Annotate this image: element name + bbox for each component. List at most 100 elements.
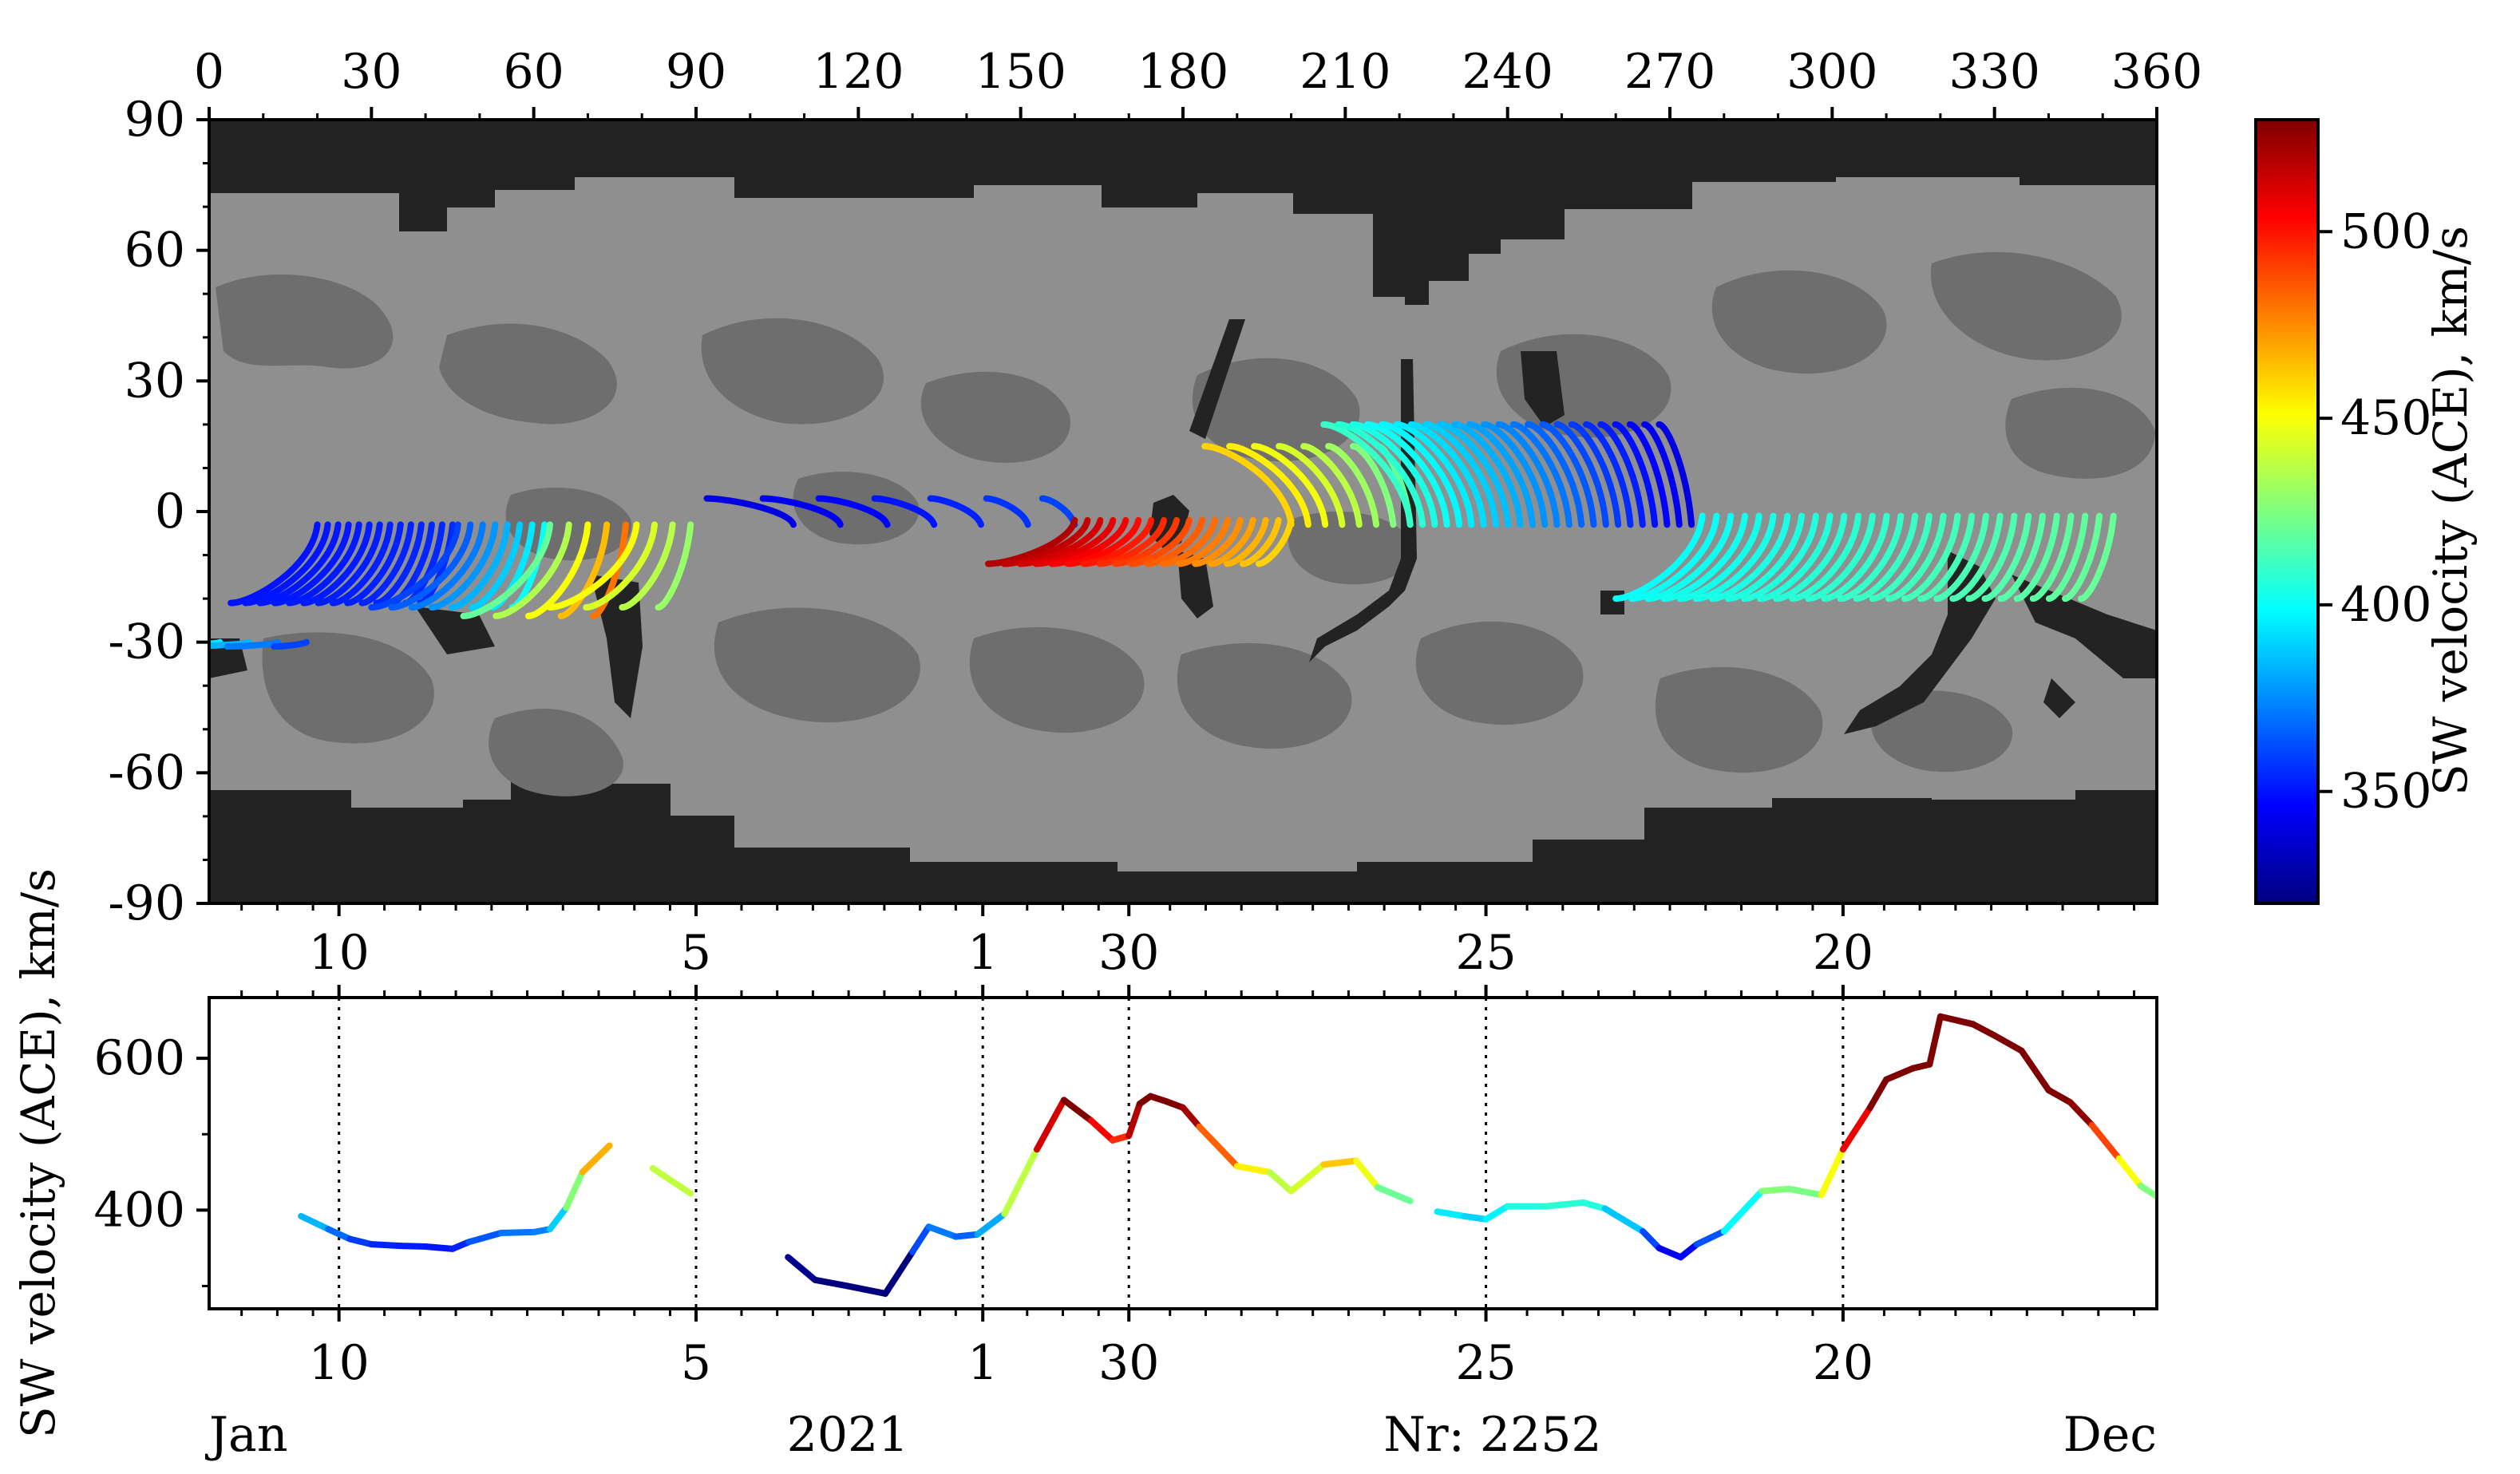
field-line <box>1112 516 1181 567</box>
field-line <box>469 521 524 611</box>
colorbar-tick-label: 350 <box>2340 764 2432 820</box>
field-line <box>1933 512 1989 603</box>
velocity-segment <box>1001 1146 1040 1218</box>
field-line <box>1539 421 1597 528</box>
colorbar-frame <box>2254 118 2320 905</box>
velocity-segment <box>1461 1212 1489 1223</box>
field-line <box>1612 421 1659 528</box>
timeseries-ylabel: SW velocity (ACE), km/s <box>11 868 65 1438</box>
timeseries-bottom-tick-label: 5 <box>681 1335 711 1391</box>
velocity-segment <box>1087 1117 1116 1144</box>
field-line <box>286 521 362 607</box>
colorbar-tick-label: 450 <box>2340 390 2432 446</box>
field-line <box>1407 421 1487 528</box>
field-line <box>524 521 591 619</box>
field-line <box>1660 512 1748 603</box>
field-line <box>1917 512 1976 603</box>
map-x-tick-label: 270 <box>1624 44 1716 100</box>
map-y-tick-label: -30 <box>108 614 185 670</box>
velocity-segment <box>925 1223 959 1240</box>
field-line <box>1553 421 1609 528</box>
velocity-segment <box>563 1168 586 1211</box>
field-line <box>1853 512 1919 603</box>
velocity-segment <box>1656 1244 1684 1261</box>
field-line <box>1192 516 1244 567</box>
field-line <box>358 521 414 607</box>
field-line <box>493 521 572 619</box>
timeseries-bottom-tick-label: 20 <box>1813 1335 1873 1391</box>
velocity-segment <box>1786 1185 1825 1199</box>
map-x-tick-label: 180 <box>1137 44 1229 100</box>
velocity-segment <box>1375 1184 1414 1204</box>
velocity-segment <box>952 1231 981 1240</box>
field-line <box>1000 516 1091 567</box>
field-line <box>583 521 659 611</box>
velocity-timeseries-panel: 10 5 1 30 25 20 600 400 SW velocity (ACE), km/… <box>11 868 2158 1463</box>
field-line <box>2062 512 2103 603</box>
field-line <box>1080 516 1155 567</box>
field-line <box>1981 512 2032 603</box>
map-x-tick-label: 240 <box>1462 44 1553 100</box>
field-line <box>1568 421 1622 528</box>
map-x-tick-label: 330 <box>1948 44 2040 100</box>
velocity-segment <box>1434 1208 1468 1219</box>
field-line <box>815 495 891 528</box>
map-y-tick-label: 30 <box>125 353 185 409</box>
field-line <box>1757 512 1834 603</box>
field-line <box>1949 512 2004 603</box>
field-line <box>1641 421 1683 528</box>
field-line <box>1422 421 1499 528</box>
field-line <box>2013 512 2060 603</box>
map-x-tick-label: 90 <box>666 44 726 100</box>
velocity-segment <box>785 1254 819 1283</box>
annotation-rotation-number: Nr: 2252 <box>1383 1407 1601 1463</box>
map-date-axis: 10 5 1 30 25 20 <box>240 903 2136 981</box>
colorbar-ticks: 350 450 500 400 <box>2318 204 2432 820</box>
colorbar-label: SW velocity (ACE), km/s <box>2423 226 2478 796</box>
velocity-segment <box>1926 1013 1944 1068</box>
annotation-dec: Dec <box>2063 1407 2157 1463</box>
velocity-segment <box>2067 1099 2095 1128</box>
field-line <box>1393 421 1475 528</box>
field-line <box>1644 512 1735 603</box>
velocity-segment <box>1542 1199 1587 1210</box>
field-line <box>408 521 486 611</box>
field-line <box>1451 421 1524 528</box>
field-line <box>1349 421 1438 528</box>
velocity-segment <box>1482 1203 1511 1223</box>
timeseries-frame <box>208 996 2158 1310</box>
timeseries-y-tick-label: 600 <box>93 1030 185 1086</box>
map-y-tick-label: 90 <box>125 92 185 148</box>
velocity-segment <box>1601 1205 1647 1235</box>
field-line <box>1656 421 1695 528</box>
field-line <box>547 521 640 611</box>
timeseries-annotations: Jan 2021 Nr: 2252 Dec <box>204 1407 2157 1463</box>
field-line <box>1048 516 1129 567</box>
field-line <box>315 521 383 607</box>
velocity-segment <box>368 1241 402 1250</box>
velocity-segment <box>1196 1123 1240 1170</box>
field-line <box>256 521 342 607</box>
velocity-segment <box>1677 1241 1700 1261</box>
map-x-tick-label: 120 <box>813 44 904 100</box>
velocity-segment <box>1936 1013 1976 1028</box>
map-x-tick-label: 300 <box>1786 44 1878 100</box>
south-polar-coronal-hole <box>209 766 2157 903</box>
field-line <box>1325 443 1380 528</box>
field-line <box>373 521 425 607</box>
map-x-tick-label: 30 <box>341 44 402 100</box>
timeseries-background <box>209 998 2157 1309</box>
field-line <box>449 521 511 611</box>
field-line <box>983 495 1031 528</box>
velocity-segment <box>1839 1104 1873 1153</box>
field-line <box>1437 421 1512 528</box>
field-line <box>1626 421 1671 528</box>
field-line <box>1724 512 1805 603</box>
colorbar: 350 450 500 400 SW velocity (ACE), km/s <box>2254 118 2478 905</box>
field-line <box>619 521 676 611</box>
field-line <box>1525 421 1585 528</box>
velocity-segment <box>465 1229 504 1246</box>
field-line <box>300 521 373 607</box>
field-line <box>1708 512 1791 603</box>
field-line <box>1096 516 1168 567</box>
